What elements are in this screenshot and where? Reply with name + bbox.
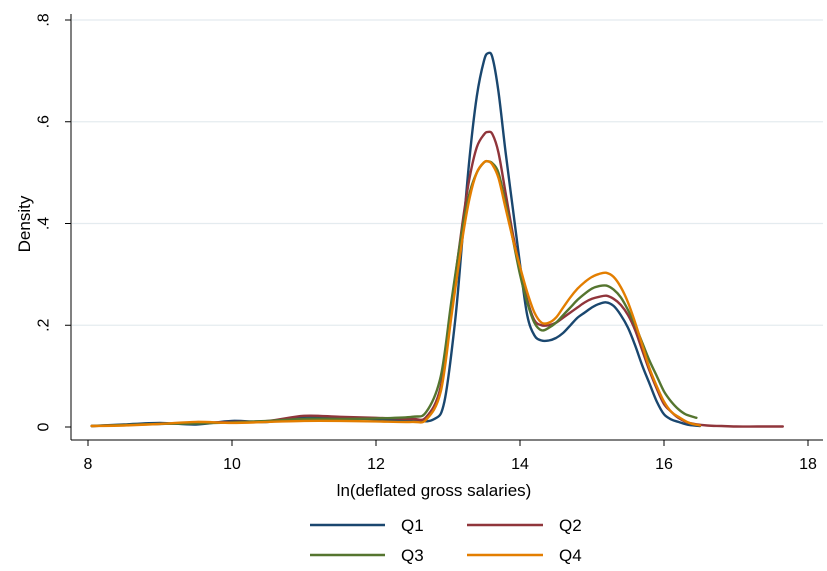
y-tick-label: .6 <box>36 115 53 128</box>
series-line-q1 <box>90 51 702 428</box>
x-tick-label: 16 <box>655 456 673 473</box>
y-axis-title: Density <box>15 195 34 252</box>
ticks: 0 .2 .4 .6 .8 8 10 12 14 16 18 <box>36 13 817 473</box>
legend-label: Q2 <box>559 516 582 535</box>
legend-item-q2: Q2 <box>467 516 582 535</box>
x-tick-label: 8 <box>84 456 93 473</box>
gridlines <box>72 19 823 326</box>
legend-item-q3: Q3 <box>310 546 424 565</box>
legend: Q1 Q2 Q3 Q4 <box>310 516 582 565</box>
legend-label: Q1 <box>401 516 424 535</box>
legend-label: Q4 <box>559 546 582 565</box>
x-tick-label: 18 <box>799 456 817 473</box>
x-tick-label: 12 <box>367 456 385 473</box>
series-lines <box>90 51 784 428</box>
y-tick-label: 0 <box>36 422 53 431</box>
y-tick-label: .4 <box>36 217 53 230</box>
y-tick-label: .2 <box>36 318 53 331</box>
x-tick-label: 14 <box>511 456 529 473</box>
y-tick-label: .8 <box>36 13 53 26</box>
legend-item-q4: Q4 <box>467 546 582 565</box>
series-line-q4 <box>90 159 702 428</box>
legend-item-q1: Q1 <box>310 516 424 535</box>
axes <box>70 14 823 441</box>
x-axis-title: ln(deflated gross salaries) <box>337 481 532 500</box>
x-tick-label: 10 <box>223 456 241 473</box>
legend-label: Q3 <box>401 546 424 565</box>
series-line-q3 <box>90 159 698 428</box>
series-line-q2 <box>90 130 784 428</box>
